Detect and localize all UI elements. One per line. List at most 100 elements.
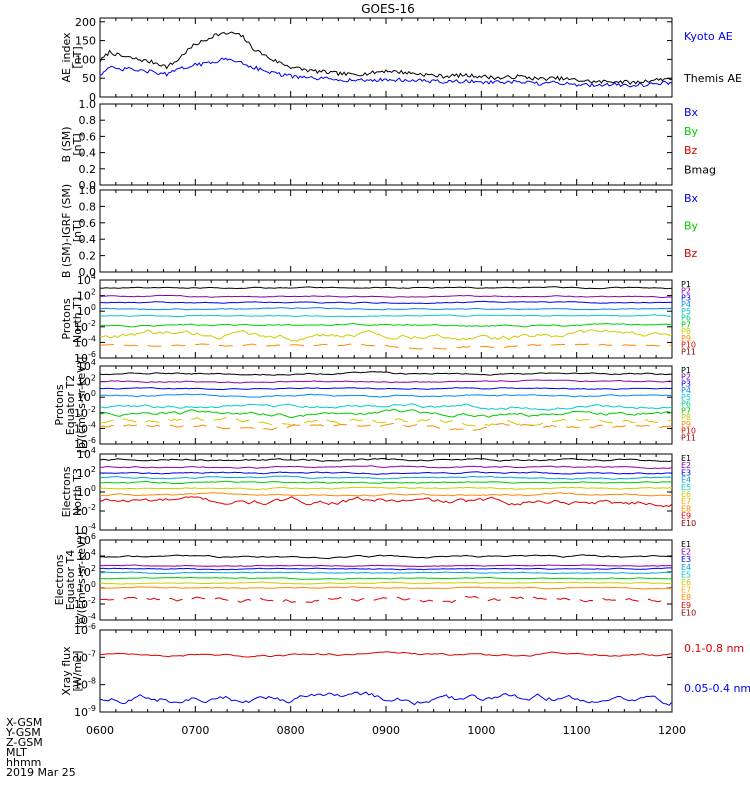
y-tick-label: 10-8 (74, 677, 96, 692)
y-tick-label: 10-7 (74, 649, 96, 664)
panel-frame (99, 103, 673, 186)
series-p6 (99, 323, 672, 328)
series-p5 (99, 403, 673, 411)
y-tick-label: 0.6 (79, 130, 97, 143)
channel-label: P6 (681, 314, 691, 323)
panel-bsm: 0.0 0.2 0.4 0.6 0.8 1.0 B (SM)[nT] Bx By Bz Bmag (60, 98, 716, 192)
y-axis-label: Electrons (53, 554, 66, 605)
channel-label: E10 (681, 608, 696, 617)
y-axis-label: North T3 (71, 468, 84, 516)
channel-label: E8 (681, 504, 691, 513)
series-e5 (99, 480, 673, 485)
channel-label: P2 (681, 373, 691, 382)
y-axis-label: Equator T2 (64, 375, 77, 435)
x-tick-label: 1200 (658, 724, 686, 737)
channel-label: P7 (681, 320, 691, 329)
series-e4 (100, 571, 673, 575)
series-kyoto-ae (99, 57, 673, 88)
y-tick-label: 10-6 (74, 436, 96, 451)
series-p4 (99, 307, 673, 311)
y-tick-label: 150 (75, 35, 96, 48)
channel-label: E9 (681, 512, 691, 521)
channel-label: E7 (681, 497, 691, 506)
series-e8 (99, 595, 673, 604)
x-tick-label: 0900 (372, 724, 400, 737)
y-tick-label: 102 (77, 465, 96, 480)
y-tick-label: 10-6 (74, 622, 96, 637)
footer-row: Y-GSM (5, 726, 41, 739)
y-axis-label: Equator T4 (64, 550, 77, 610)
series-e6 (100, 581, 673, 585)
y-tick-label: 10-4 (74, 420, 96, 435)
legend-by: By (684, 220, 699, 233)
y-axis-label: B (SM) (60, 126, 73, 162)
y-tick-label: 100 (77, 580, 96, 595)
y-axis-label: Electrons (60, 466, 73, 517)
footer-row: 2019 Mar 25 (6, 766, 76, 779)
y-tick-label: 102 (77, 564, 96, 579)
channel-label: E1 (681, 454, 691, 463)
channel-label: E2 (681, 461, 691, 470)
series-p3 (99, 387, 673, 391)
y-tick-label: 104 (77, 358, 96, 373)
y-tick-label: 0.8 (79, 114, 97, 127)
y-tick-label: 10-2 (74, 405, 96, 420)
x-tick-label: 0600 (86, 724, 114, 737)
y-tick-label: 0 (89, 91, 96, 104)
y-tick-label: 100 (77, 484, 96, 499)
series-p7 (99, 329, 673, 342)
channel-label: E7 (681, 586, 691, 595)
panel-frame (99, 365, 673, 445)
channel-label: E4 (681, 476, 691, 485)
series-e7 (99, 586, 673, 590)
series-e3 (99, 471, 673, 475)
channel-label: E6 (681, 578, 691, 587)
series-e2 (99, 465, 673, 470)
y-axis-label: [nT] (71, 46, 84, 68)
series-themis-ae (99, 31, 673, 85)
panel-frame (99, 279, 673, 359)
y-tick-label: 10-2 (74, 503, 96, 518)
legend-kyoto-ae: Kyoto AE (684, 30, 733, 43)
x-tick-label: 0800 (277, 724, 305, 737)
series-e2 (99, 564, 672, 568)
panel-frame (99, 539, 673, 621)
channel-label: E10 (681, 519, 696, 528)
series-e3 (99, 567, 672, 571)
series-p5 (99, 314, 673, 318)
channel-label: E3 (681, 468, 691, 477)
legend-0-05-0-4-nm: 0.05-0.4 nm (684, 682, 750, 695)
channel-label: P10 (681, 341, 696, 350)
legend-0-1-0-8-nm: 0.1-0.8 nm (684, 642, 744, 655)
y-tick-label: 0.4 (79, 233, 97, 246)
y-axis-label: Protons (60, 298, 73, 339)
channel-label: P3 (681, 379, 691, 388)
y-tick-label: 10-4 (74, 612, 96, 627)
channel-label: P9 (681, 334, 691, 343)
channel-label: P5 (681, 307, 691, 316)
y-tick-label: 0.2 (79, 250, 97, 263)
legend-bx: Bx (684, 192, 699, 205)
y-tick-label: 0.4 (79, 147, 97, 160)
legend-bz: Bz (684, 144, 698, 157)
channel-label: P1 (681, 366, 691, 375)
series-p3 (99, 300, 673, 305)
x-tick-label: 1000 (467, 724, 495, 737)
y-axis-label: [e/(cm²-s-sr-keV)] (75, 532, 88, 628)
channel-label: P10 (681, 427, 696, 436)
y-tick-label: 104 (77, 446, 96, 461)
channel-label: E8 (681, 593, 691, 602)
series-e8 (99, 496, 673, 508)
panel-bigrf: 0.0 0.2 0.4 0.6 0.8 1.0 B (SM)-IGRF (SM)[nT] Bx… (60, 184, 699, 279)
channel-label: E6 (681, 490, 691, 499)
legend-themis-ae: Themis AE (683, 72, 742, 85)
footer-row: MLT (6, 746, 27, 759)
channel-label: P2 (681, 287, 691, 296)
channel-label: P9 (681, 420, 691, 429)
y-tick-label: 50 (82, 72, 96, 85)
y-axis-label: [nT] (71, 220, 84, 242)
